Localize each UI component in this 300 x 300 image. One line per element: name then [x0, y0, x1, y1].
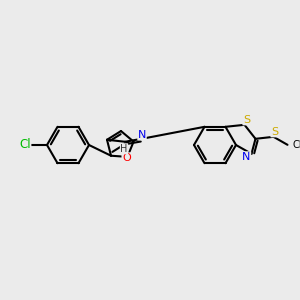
- Text: H: H: [120, 144, 128, 154]
- Text: N: N: [242, 152, 251, 162]
- Text: S: S: [271, 127, 278, 137]
- Text: S: S: [243, 115, 250, 125]
- Text: N: N: [138, 130, 146, 140]
- Text: O: O: [122, 153, 131, 163]
- Text: Cl: Cl: [19, 139, 31, 152]
- Text: CH₃: CH₃: [292, 140, 300, 150]
